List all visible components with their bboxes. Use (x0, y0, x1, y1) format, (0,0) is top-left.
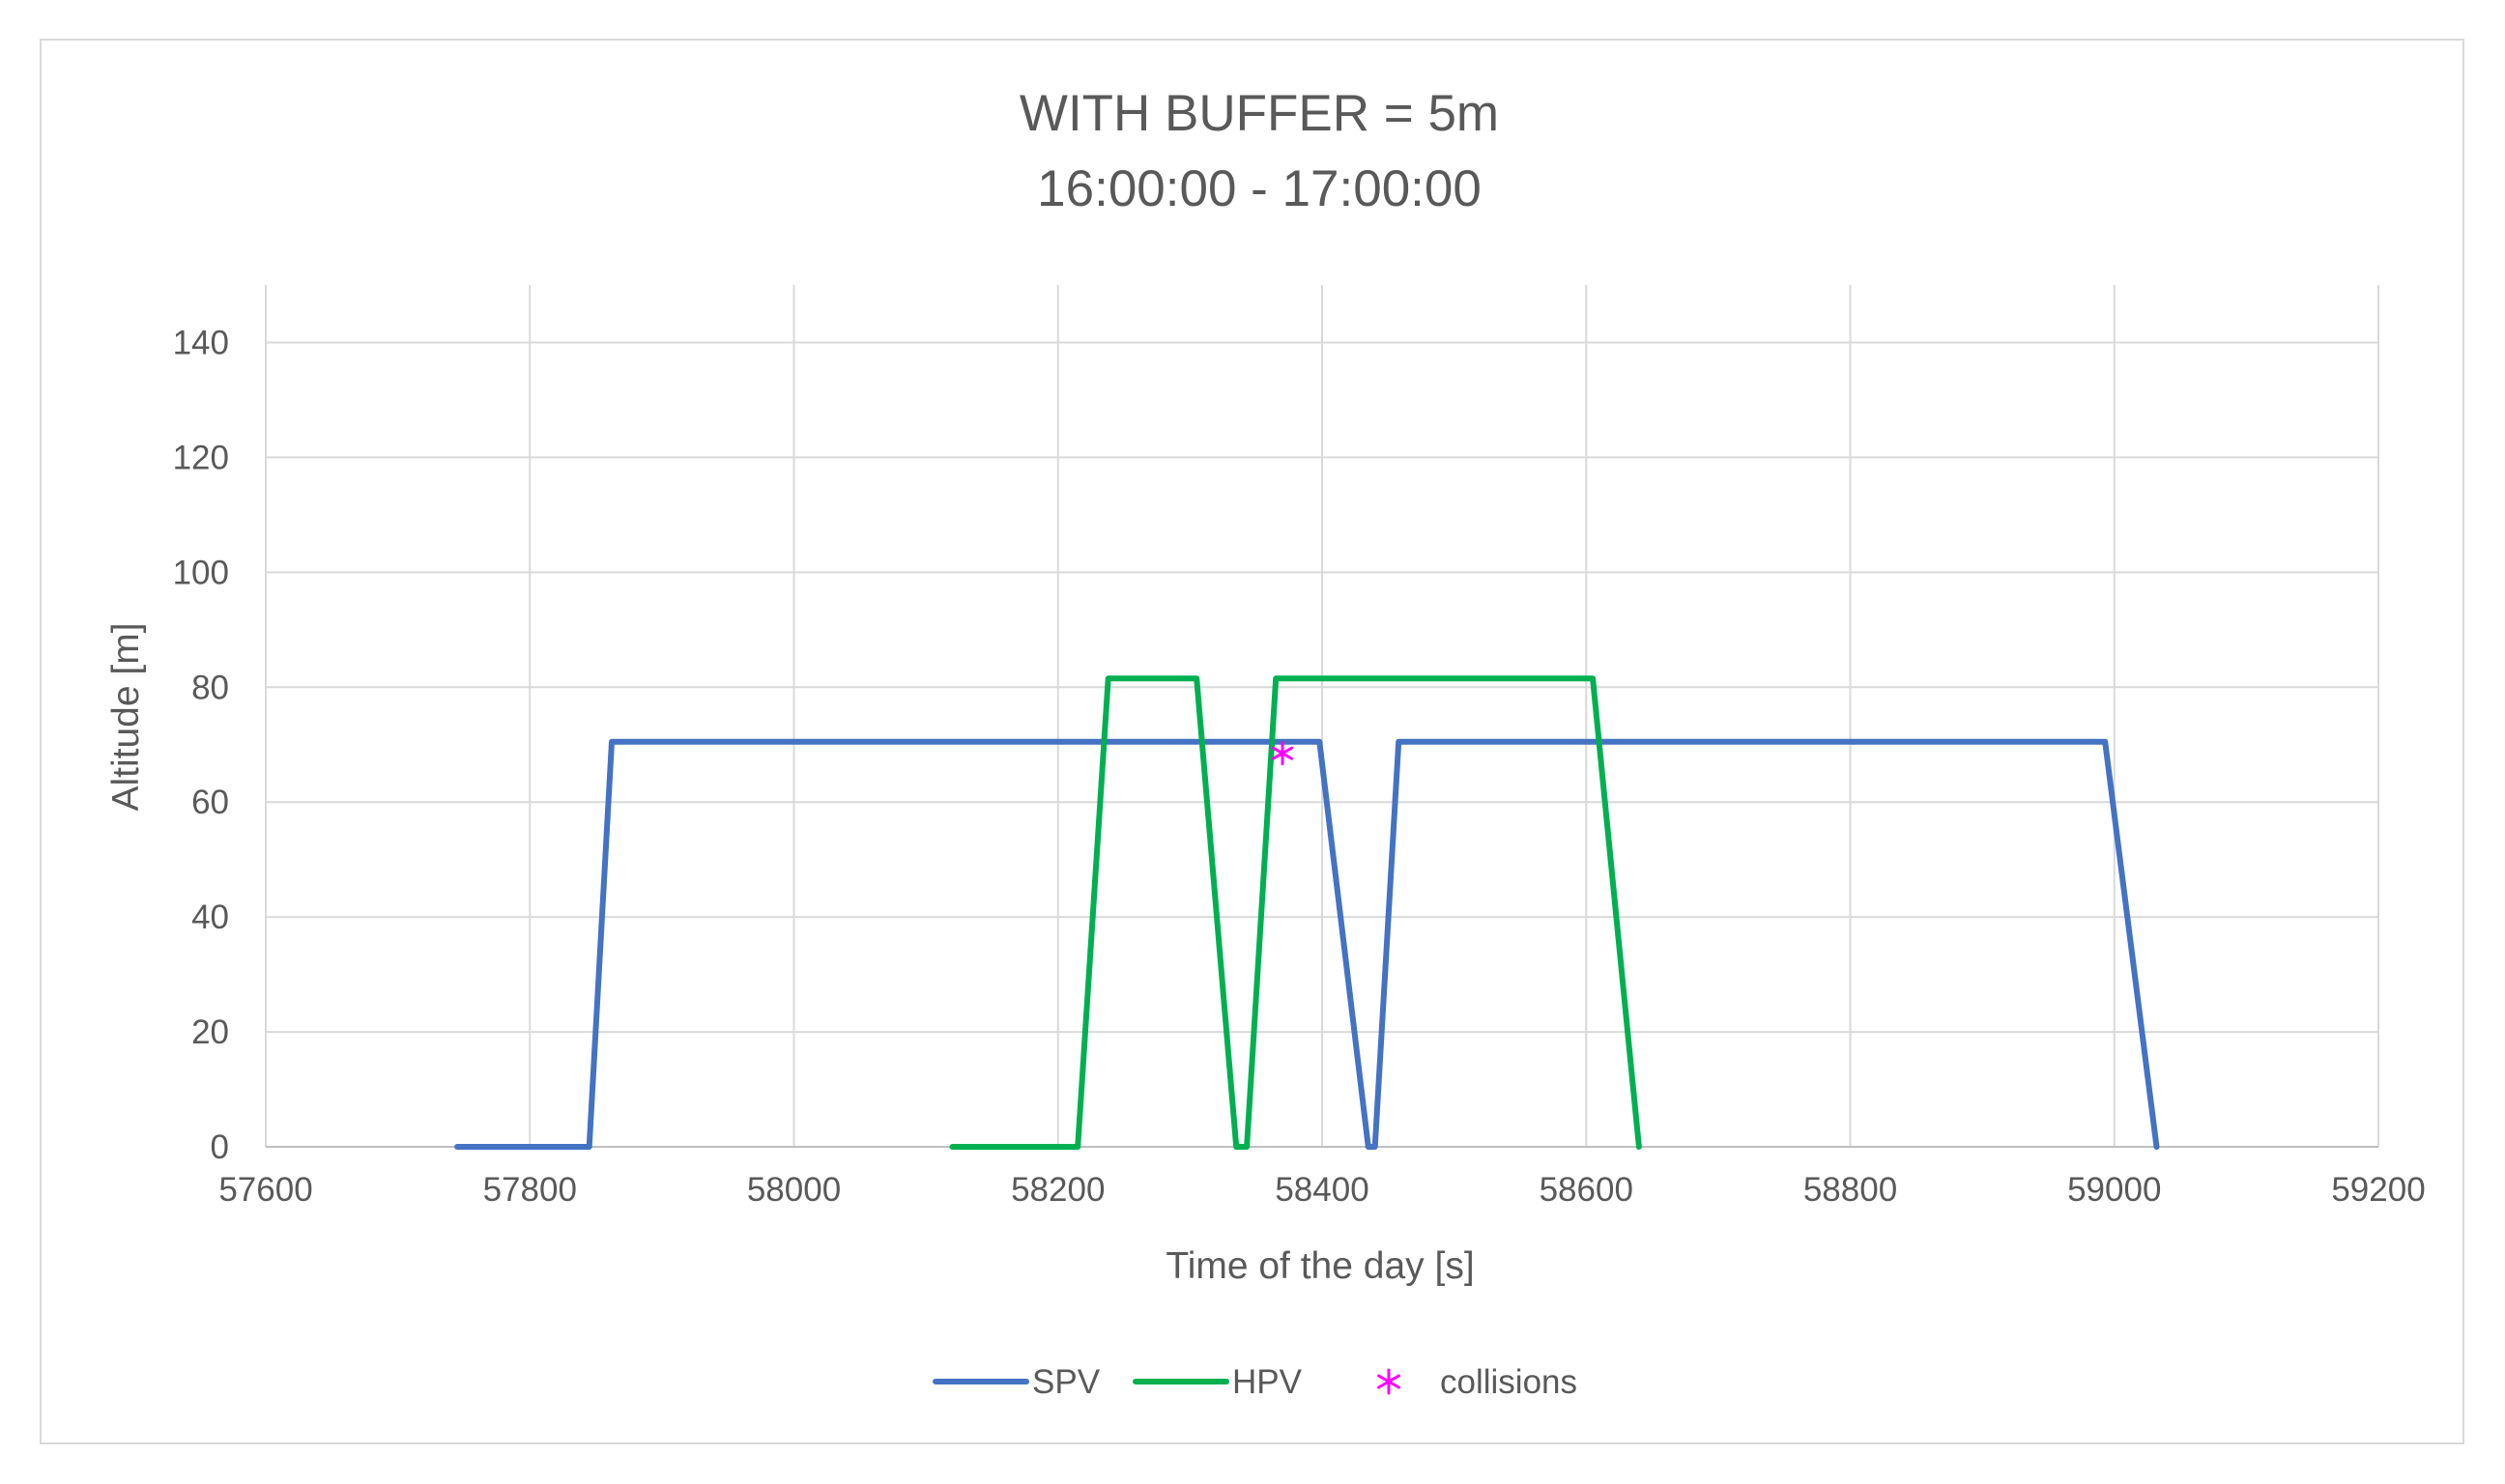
y-tick-label: 0 (211, 1128, 229, 1166)
y-tick-label: 80 (191, 669, 229, 706)
x-tick-label: 58200 (1011, 1171, 1105, 1209)
x-axis-label: Time of the day [s] (1166, 1245, 1474, 1287)
y-tick-label: 60 (191, 784, 229, 821)
x-tick-label: 57600 (218, 1171, 312, 1209)
x-tick-label: 58400 (1275, 1171, 1368, 1209)
x-tick-label: 57800 (483, 1171, 577, 1209)
series-line-hpv (949, 675, 1642, 1150)
legend-label-hpv: HPV (1232, 1363, 1303, 1401)
chart-title: WITH BUFFER = 5m (1020, 85, 1499, 142)
collision-markers (1271, 741, 1294, 766)
legend-swatch-collisions (1377, 1368, 1400, 1395)
y-tick-label: 140 (173, 324, 229, 361)
gridlines (265, 285, 2379, 1148)
x-tick-label: 58600 (1540, 1171, 1633, 1209)
x-tick-label: 58800 (1803, 1171, 1897, 1209)
x-tick-labels: 57600 57800 58000 58200 58400 58600 58800 59000… (218, 1171, 2425, 1209)
y-tick-label: 100 (173, 554, 229, 591)
y-tick-label: 120 (173, 439, 229, 476)
legend-label-collisions: collisions (1440, 1363, 1577, 1401)
x-tick-label: 59200 (2331, 1171, 2425, 1209)
y-axis-label: Altitude [m] (105, 622, 147, 811)
x-tick-label: 59000 (2067, 1171, 2161, 1209)
legend: SPV HPV collisions (933, 1363, 1577, 1401)
chart-subtitle: 16:00:00 - 17:00:00 (1037, 160, 1482, 217)
y-tick-label: 40 (191, 899, 229, 936)
series-line-spv (454, 738, 2160, 1150)
x-tick-label: 58000 (747, 1171, 841, 1209)
y-tick-labels: 0 20 40 60 80 100 120 140 (173, 324, 229, 1166)
series-layer (454, 675, 2160, 1150)
collision-marker (1271, 741, 1294, 766)
y-tick-label: 20 (191, 1013, 229, 1051)
legend-label-spv: SPV (1032, 1363, 1101, 1401)
